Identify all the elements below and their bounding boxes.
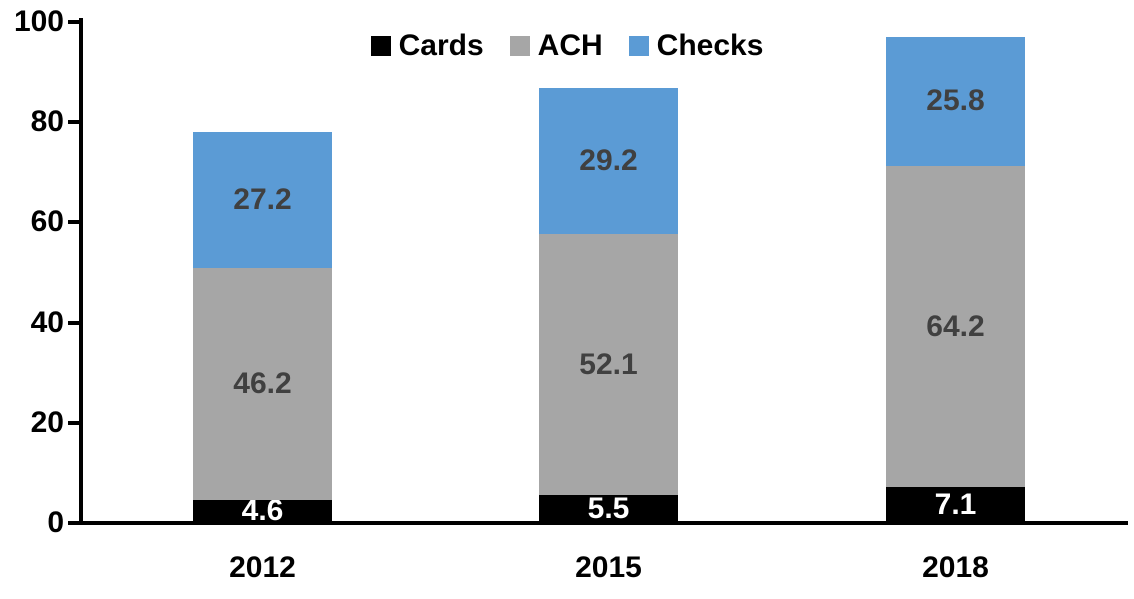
legend-item-checks: Checks — [628, 29, 764, 62]
y-tick-label: 20 — [30, 405, 64, 439]
legend-label-checks: Checks — [656, 29, 764, 62]
data-label-ach-2015: 52.1 — [579, 347, 638, 381]
bar-segment-checks-2015: 29.2 — [539, 88, 678, 235]
data-label-checks-2018: 25.8 — [926, 84, 985, 118]
data-label-cards-2012: 4.6 — [241, 494, 284, 528]
data-label-ach-2018: 64.2 — [926, 309, 985, 343]
chart-legend: Cards ACH Checks — [0, 31, 1134, 61]
bar-segment-cards-2015: 5.5 — [539, 492, 678, 526]
y-tick-label: 0 — [47, 506, 64, 539]
y-tick — [68, 320, 83, 325]
y-tick — [68, 220, 83, 225]
y-tick-label: 80 — [30, 105, 64, 139]
data-label-checks-2012: 27.2 — [233, 183, 292, 217]
bar-segment-checks-2018: 25.8 — [886, 36, 1025, 166]
y-tick-label: 60 — [30, 205, 64, 239]
y-axis-line — [79, 18, 83, 525]
data-label-cards-2018: 7.1 — [934, 488, 977, 522]
legend-swatch-ach — [509, 36, 530, 56]
x-axis-line — [79, 521, 1128, 525]
bar-segment-cards-2012: 4.6 — [193, 496, 332, 526]
legend-label-ach: ACH — [537, 29, 603, 62]
data-label-ach-2012: 46.2 — [233, 367, 292, 401]
legend-swatch-checks — [628, 36, 649, 56]
bar-segment-ach-2015: 52.1 — [539, 234, 678, 496]
bar-segment-checks-2012: 27.2 — [193, 132, 332, 269]
y-tick — [68, 20, 83, 24]
x-axis-label-2012: 2012 — [229, 551, 296, 584]
data-label-cards-2015: 5.5 — [587, 492, 630, 526]
y-tick-label: 100 — [13, 5, 64, 38]
legend-item-cards: Cards — [370, 29, 484, 62]
data-label-checks-2015: 29.2 — [579, 144, 638, 178]
bar-segment-ach-2018: 64.2 — [886, 165, 1025, 488]
bar-segment-cards-2018: 7.1 — [886, 487, 1025, 523]
y-tick-label: 40 — [30, 305, 64, 339]
x-axis-label-2015: 2015 — [575, 551, 642, 584]
y-tick — [68, 521, 83, 525]
y-tick — [68, 120, 83, 125]
legend-label-cards: Cards — [398, 29, 484, 62]
y-tick — [68, 420, 83, 425]
legend-swatch-cards — [370, 36, 391, 56]
legend-item-ach: ACH — [509, 29, 603, 62]
x-axis-label-2018: 2018 — [922, 551, 989, 584]
bar-segment-ach-2012: 46.2 — [193, 268, 332, 500]
